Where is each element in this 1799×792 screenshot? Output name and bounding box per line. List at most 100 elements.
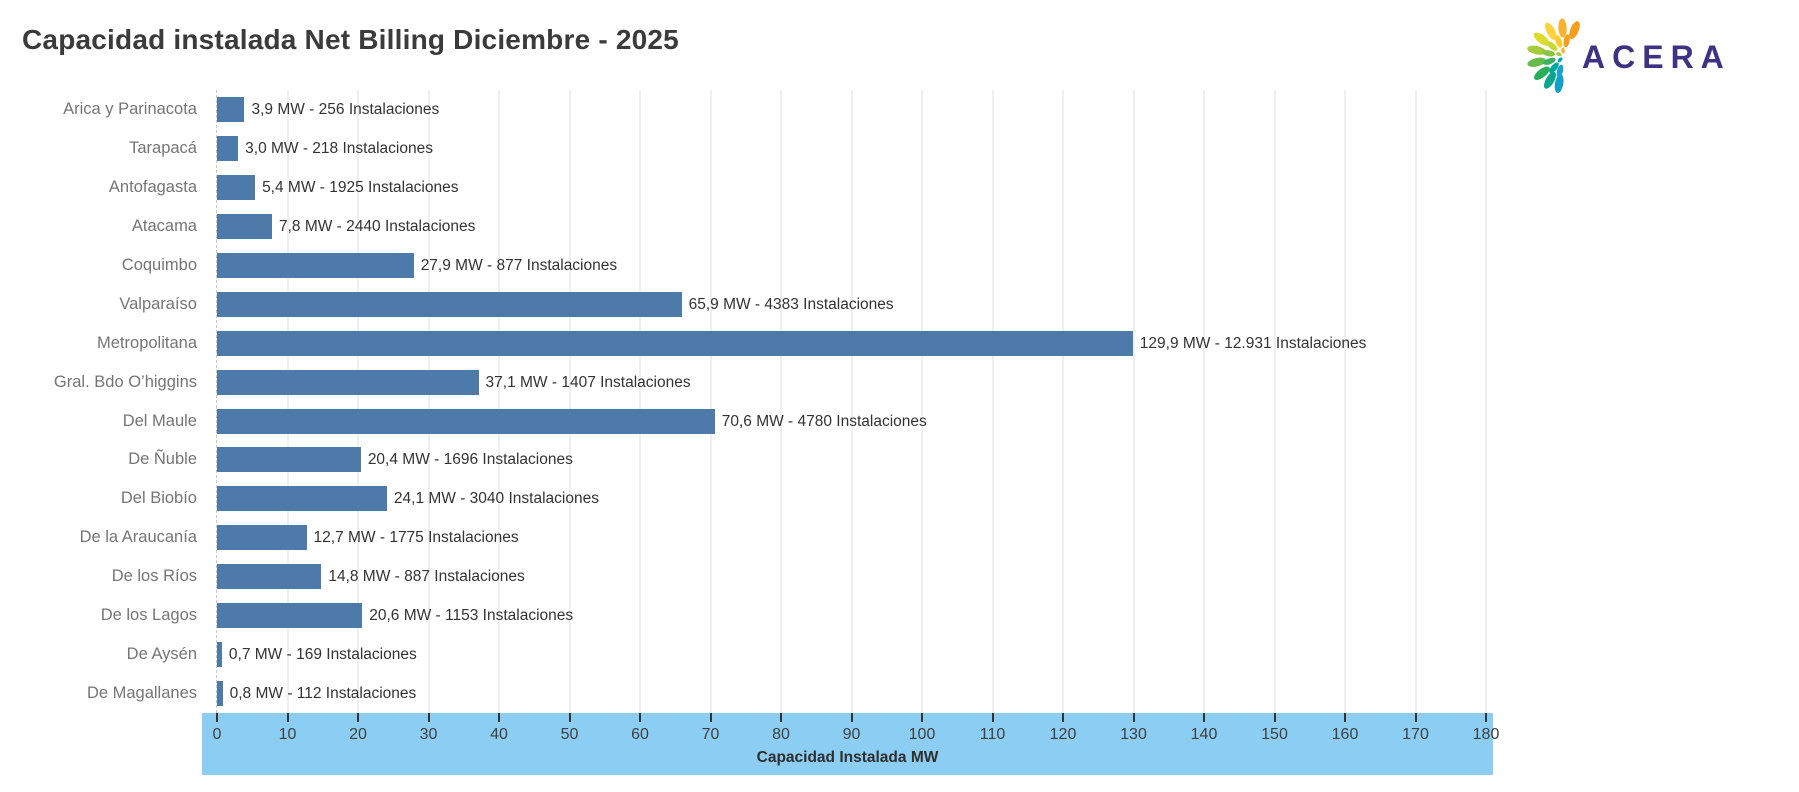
bar-row: 3,9 MW - 256 Instalaciones <box>217 90 1799 129</box>
bar[interactable] <box>217 213 272 239</box>
axis-tick-label: 60 <box>631 726 649 743</box>
axis-tick <box>286 713 289 722</box>
bar-value-label: 65,9 MW - 4383 Instalaciones <box>688 295 894 313</box>
y-axis-label: De Aysén <box>126 645 197 664</box>
y-axis-label: Metropolitana <box>97 333 197 352</box>
axis-tick <box>921 713 923 722</box>
axis-tick-label: 40 <box>490 726 508 743</box>
axis-tick <box>1273 713 1276 722</box>
axis-tick <box>1485 713 1487 722</box>
bar-row: 20,6 MW - 1153 Instalaciones <box>217 596 1799 635</box>
axis-tick-label: 90 <box>842 726 861 743</box>
y-axis-label: De los Lagos <box>100 606 197 625</box>
bar[interactable] <box>217 97 245 122</box>
bar-value-label: 20,6 MW - 1153 Instalaciones <box>369 607 574 625</box>
y-axis-label: Atacama <box>131 216 197 235</box>
bar-row: 27,9 MW - 877 Instalaciones <box>217 246 1799 285</box>
x-axis-band: Capacidad Instalada MW 0 10 20 30 40 50 60 70 80… <box>202 713 1499 775</box>
axis-tick <box>1062 713 1064 722</box>
axis-tick-label: 70 <box>701 726 720 743</box>
axis-tick-label: 0 <box>212 726 222 743</box>
gridline <box>1414 90 1417 713</box>
axis-tick-label: 180 <box>1472 726 1500 743</box>
bar[interactable] <box>217 642 222 668</box>
y-axis-label: Gral. Bdo O’higgins <box>53 372 197 391</box>
axis-tick <box>427 713 430 722</box>
axis-tick-label: 160 <box>1331 726 1359 743</box>
axis-tick <box>1132 713 1135 722</box>
acera-logo-text: ACERA <box>1582 38 1731 75</box>
gridline <box>286 90 289 713</box>
bar-value-label: 12,7 MW - 1775 Instalaciones <box>313 529 519 547</box>
gridline <box>991 90 994 713</box>
bar-value-label: 70,6 MW - 4780 Instalaciones <box>721 412 927 430</box>
bar-row: 0,8 MW - 112 Instalaciones <box>217 674 1799 713</box>
bar[interactable] <box>217 564 322 590</box>
bar[interactable] <box>217 330 1133 356</box>
axis-tick-label: 120 <box>1049 726 1077 743</box>
y-axis-label: Del Biobío <box>120 489 197 508</box>
axis-tick <box>780 713 782 722</box>
bar-row: 129,9 MW - 12.931 Instalaciones <box>217 324 1799 363</box>
gridline <box>568 90 571 713</box>
zero-axis-line <box>216 90 217 713</box>
axis-tick <box>1344 713 1346 722</box>
gridline <box>1273 90 1276 713</box>
chart-title: Capacidad instalada Net Billing Diciembr… <box>22 24 679 55</box>
axis-tick <box>850 713 853 722</box>
axis-tick-label: 110 <box>979 726 1006 743</box>
bar-value-label: 7,8 MW - 2440 Instalaciones <box>278 217 476 235</box>
bar-row: 0,7 MW - 169 Instalaciones <box>217 635 1799 674</box>
acera-logo-icon <box>1527 18 1580 93</box>
bar-row: 5,4 MW - 1925 Instalaciones <box>217 168 1799 207</box>
bar[interactable] <box>217 447 361 473</box>
bar[interactable] <box>217 525 307 551</box>
axis-tick-label: 50 <box>560 726 579 743</box>
bar[interactable] <box>217 408 715 434</box>
plot-area <box>217 90 1487 713</box>
axis-tick-label: 140 <box>1190 726 1218 743</box>
bar[interactable] <box>217 291 682 317</box>
y-axis-label: Arica y Parinacota <box>63 100 197 118</box>
axis-tick <box>709 713 712 722</box>
bar[interactable] <box>217 681 223 707</box>
gridline <box>1344 90 1346 713</box>
bar-row: 37,1 MW - 1407 Instalaciones <box>217 363 1799 402</box>
axis-tick <box>1203 713 1205 722</box>
bar[interactable] <box>217 174 256 200</box>
gridline <box>427 90 430 713</box>
gridline <box>357 90 359 713</box>
axis-tick <box>991 713 994 722</box>
bar-value-label: 129,9 MW - 12.931 Instalaciones <box>1139 334 1367 352</box>
y-axis-label: Tarapacá <box>129 138 197 157</box>
axis-tick-label: 80 <box>772 726 790 743</box>
y-axis-label: De Ñuble <box>128 450 197 469</box>
bar-value-label: 3,0 MW - 218 Instalaciones <box>245 139 433 157</box>
axis-tick <box>568 713 571 722</box>
y-axis-label: De Magallanes <box>86 684 197 703</box>
axis-tick-label: 130 <box>1120 726 1147 743</box>
bar-value-label: 37,1 MW - 1407 Instalaciones <box>485 373 691 391</box>
bar[interactable] <box>217 486 387 512</box>
bar-row: 70,6 MW - 4780 Instalaciones <box>217 402 1799 441</box>
bar[interactable] <box>217 135 239 161</box>
bar[interactable] <box>217 369 479 395</box>
gridline <box>1485 90 1487 713</box>
bar[interactable] <box>217 603 363 629</box>
bar-row: 65,9 MW - 4383 Instalaciones <box>217 285 1799 324</box>
gridline <box>1062 90 1064 713</box>
bar-rows: 3,9 MW - 256 Instalaciones 3,0 MW - 218 I… <box>217 90 1799 713</box>
gridline <box>850 90 853 713</box>
bar-row: 14,8 MW - 887 Instalaciones <box>217 557 1799 596</box>
acera-logo: ACERA <box>1496 8 1731 100</box>
bar[interactable] <box>217 252 414 278</box>
x-axis-title: Capacidad Instalada MW <box>756 749 939 766</box>
gridline <box>780 90 782 713</box>
axis-tick-label: 170 <box>1402 726 1429 743</box>
axis-tick-label: 30 <box>419 726 438 743</box>
gridline <box>639 90 641 713</box>
y-axis-label: De la Araucanía <box>79 528 197 547</box>
bar-row: 7,8 MW - 2440 Instalaciones <box>217 207 1799 246</box>
bar-row: 24,1 MW - 3040 Instalaciones <box>217 479 1799 518</box>
bar-value-label: 27,9 MW - 877 Instalaciones <box>420 256 618 274</box>
